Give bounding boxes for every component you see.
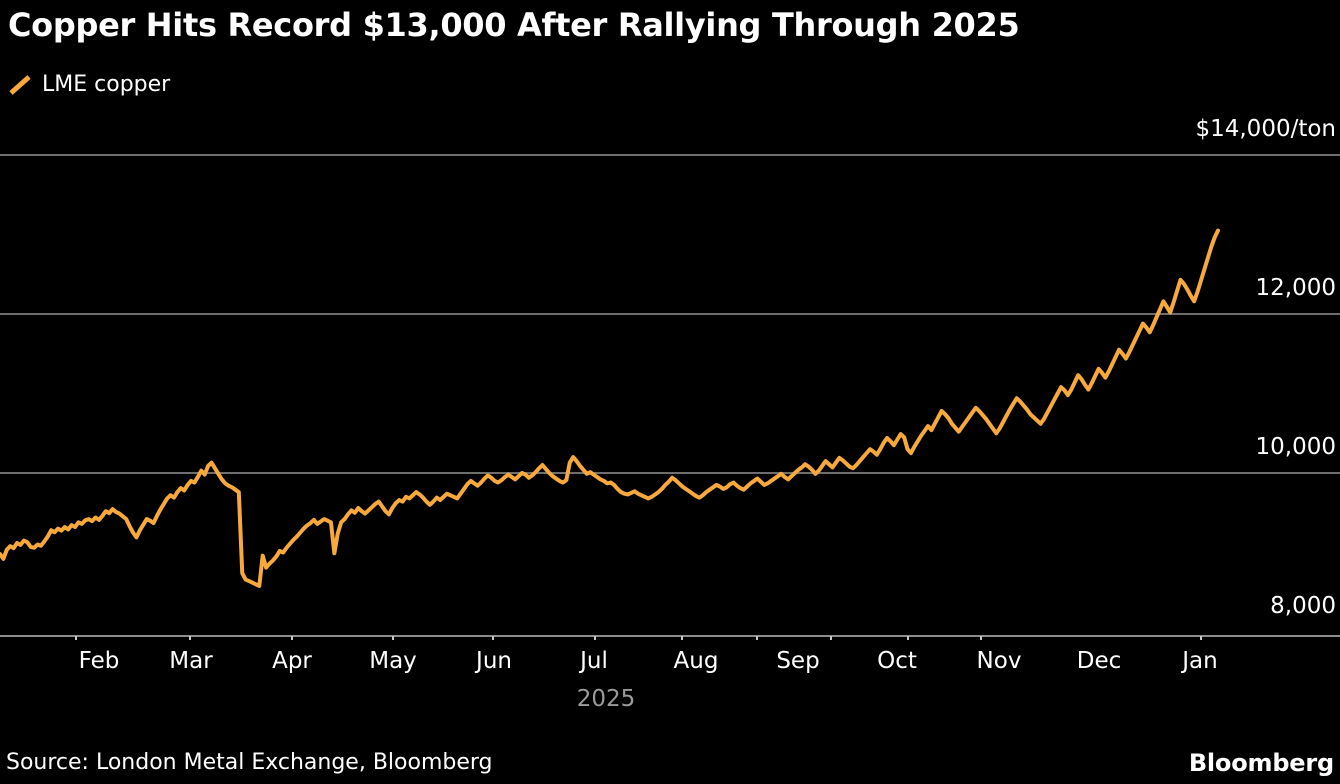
x-axis-ticks — [75, 636, 1202, 640]
y-axis-label-14000: $14,000/ton — [1195, 116, 1336, 142]
page-title: Copper Hits Record $13,000 After Rallyin… — [8, 6, 1020, 44]
x-axis-label-aug: Aug — [673, 648, 719, 674]
bloomberg-logo: Bloomberg — [1188, 749, 1334, 777]
y-axis-label-12000: 12,000 — [1255, 275, 1336, 301]
x-axis-label-jul: Jul — [580, 648, 608, 674]
legend-item-lme-copper: LME copper — [42, 72, 171, 97]
x-axis-label-jan: Jan — [1182, 648, 1218, 674]
x-axis-label-dec: Dec — [1076, 648, 1122, 674]
y-axis-label-8000: 8,000 — [1270, 593, 1336, 619]
plot-area — [0, 110, 1340, 640]
x-axis-label-nov: Nov — [976, 648, 1022, 674]
x-axis-label-may: May — [369, 648, 417, 674]
chart-legend: LME copper — [8, 68, 170, 102]
x-axis-label-oct: Oct — [877, 648, 917, 674]
gridlines — [0, 154, 1340, 474]
y-axis-label-10000: 10,000 — [1255, 434, 1336, 460]
x-axis-label-jun: Jun — [476, 648, 512, 674]
series-line-lme-copper — [0, 228, 1220, 588]
chart-canvas — [0, 154, 1340, 640]
x-axis-year-2025: 2025 — [576, 686, 636, 712]
x-axis-label-feb: Feb — [78, 648, 120, 674]
x-axis-label-sep: Sep — [776, 648, 820, 674]
legend-line-icon — [8, 73, 32, 97]
source-note: Source: London Metal Exchange, Bloomberg — [6, 750, 493, 775]
x-axis-label-mar: Mar — [169, 648, 213, 674]
x-axis-label-apr: Apr — [272, 648, 312, 674]
